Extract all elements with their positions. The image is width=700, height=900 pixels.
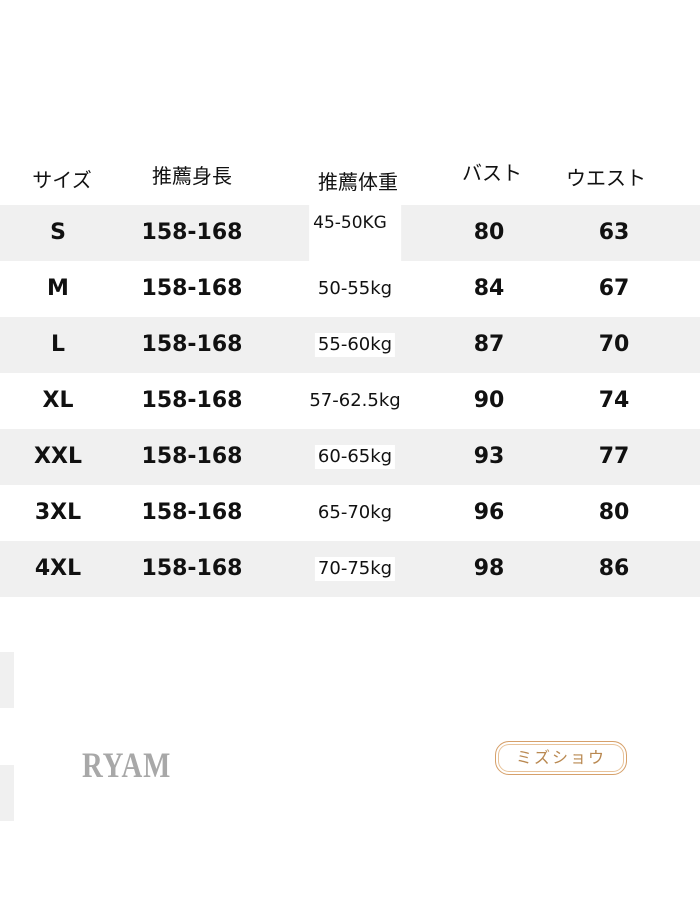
table-row: XL 158-168 57-62.5kg 90 74 xyxy=(0,373,700,429)
cell-height: 158-168 xyxy=(141,556,243,581)
cell-bust: 84 xyxy=(473,276,505,301)
header-height: 推薦身長 xyxy=(152,164,232,188)
cell-waist: 86 xyxy=(598,556,630,581)
cell-size: XXL xyxy=(34,444,82,469)
header-waist: ウエスト xyxy=(566,166,646,190)
cell-height: 158-168 xyxy=(141,276,243,301)
brand-logo-ryam: RYAM xyxy=(82,745,172,785)
cell-bust: 93 xyxy=(473,444,505,469)
cell-height: 158-168 xyxy=(141,444,243,469)
cell-weight: 57-62.5kg xyxy=(306,389,404,413)
cell-waist: 67 xyxy=(598,276,630,301)
brand-logo-mizusho: ミズショウ xyxy=(495,741,627,775)
cell-waist: 74 xyxy=(598,388,630,413)
side-stripe xyxy=(0,765,14,821)
cell-bust: 90 xyxy=(473,388,505,413)
cell-size: XL xyxy=(42,388,74,413)
cell-weight: 60-65kg xyxy=(314,445,396,469)
cell-waist: 77 xyxy=(598,444,630,469)
cell-bust: 96 xyxy=(473,500,505,525)
cell-size: 3XL xyxy=(34,500,82,525)
header-weight: 推薦体重 xyxy=(318,170,398,194)
cell-size: M xyxy=(47,276,69,301)
cell-height: 158-168 xyxy=(141,332,243,357)
cell-size: 4XL xyxy=(34,556,82,581)
table-row: 4XL 158-168 70-75kg 98 86 xyxy=(0,541,700,597)
table-row: M 158-168 50-55kg 84 67 xyxy=(0,261,700,317)
cell-height: 158-168 xyxy=(141,220,243,245)
table-row: 3XL 158-168 65-70kg 96 80 xyxy=(0,485,700,541)
header-size: サイズ xyxy=(32,168,92,192)
table-row: S 158-168 45-50KG 80 63 xyxy=(0,205,700,261)
side-stripe xyxy=(0,652,14,708)
cell-bust: 87 xyxy=(473,332,505,357)
table-row: L 158-168 55-60kg 87 70 xyxy=(0,317,700,373)
cell-bust: 80 xyxy=(473,220,505,245)
cell-size: S xyxy=(50,220,66,245)
header-bust: バスト xyxy=(462,161,522,185)
cell-waist: 63 xyxy=(598,220,630,245)
cell-waist: 80 xyxy=(598,500,630,525)
cell-weight: 50-55kg xyxy=(314,277,396,301)
cell-weight: 65-70kg xyxy=(314,501,396,525)
cell-size: L xyxy=(50,332,66,357)
cell-weight: 45-50KG xyxy=(309,205,401,261)
table-row: XXL 158-168 60-65kg 93 77 xyxy=(0,429,700,485)
cell-bust: 98 xyxy=(473,556,505,581)
cell-height: 158-168 xyxy=(141,388,243,413)
cell-weight: 55-60kg xyxy=(314,333,396,357)
cell-height: 158-168 xyxy=(141,500,243,525)
cell-waist: 70 xyxy=(598,332,630,357)
cell-weight: 70-75kg xyxy=(314,557,396,581)
